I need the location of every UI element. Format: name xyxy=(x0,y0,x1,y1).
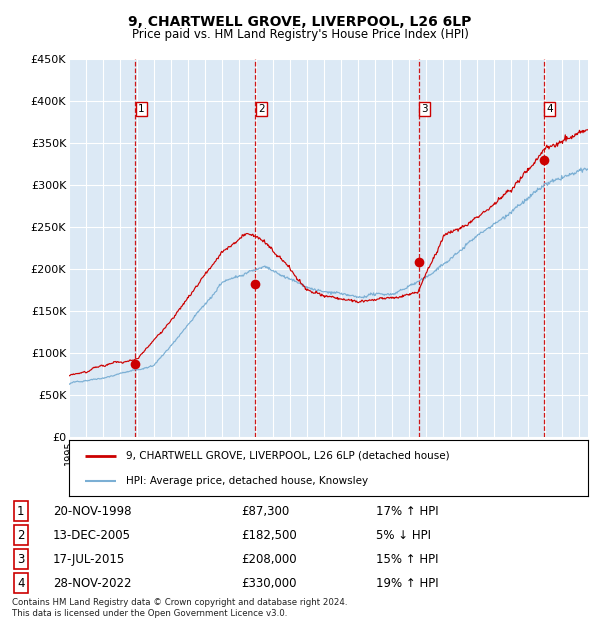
Text: 9, CHARTWELL GROVE, LIVERPOOL, L26 6LP (detached house): 9, CHARTWELL GROVE, LIVERPOOL, L26 6LP (… xyxy=(126,451,450,461)
Text: 4: 4 xyxy=(547,104,553,114)
Text: HPI: Average price, detached house, Knowsley: HPI: Average price, detached house, Know… xyxy=(126,477,368,487)
Text: 15% ↑ HPI: 15% ↑ HPI xyxy=(376,552,439,565)
Text: 3: 3 xyxy=(17,552,25,565)
Text: 17-JUL-2015: 17-JUL-2015 xyxy=(53,552,125,565)
Text: Price paid vs. HM Land Registry's House Price Index (HPI): Price paid vs. HM Land Registry's House … xyxy=(131,28,469,41)
Text: 9, CHARTWELL GROVE, LIVERPOOL, L26 6LP: 9, CHARTWELL GROVE, LIVERPOOL, L26 6LP xyxy=(128,16,472,30)
Text: 3: 3 xyxy=(421,104,428,114)
Text: 2: 2 xyxy=(258,104,265,114)
Text: 4: 4 xyxy=(17,577,25,590)
Text: 2: 2 xyxy=(17,529,25,542)
Text: 28-NOV-2022: 28-NOV-2022 xyxy=(53,577,131,590)
Text: 19% ↑ HPI: 19% ↑ HPI xyxy=(376,577,439,590)
Text: £208,000: £208,000 xyxy=(241,552,297,565)
Text: £182,500: £182,500 xyxy=(241,529,297,542)
Text: 13-DEC-2005: 13-DEC-2005 xyxy=(53,529,131,542)
Text: 20-NOV-1998: 20-NOV-1998 xyxy=(53,505,131,518)
Text: 1: 1 xyxy=(17,505,25,518)
Text: 5% ↓ HPI: 5% ↓ HPI xyxy=(376,529,431,542)
Text: £330,000: £330,000 xyxy=(241,577,297,590)
Text: £87,300: £87,300 xyxy=(241,505,289,518)
Text: 17% ↑ HPI: 17% ↑ HPI xyxy=(376,505,439,518)
Text: Contains HM Land Registry data © Crown copyright and database right 2024.
This d: Contains HM Land Registry data © Crown c… xyxy=(12,598,347,618)
Text: 1: 1 xyxy=(138,104,145,114)
